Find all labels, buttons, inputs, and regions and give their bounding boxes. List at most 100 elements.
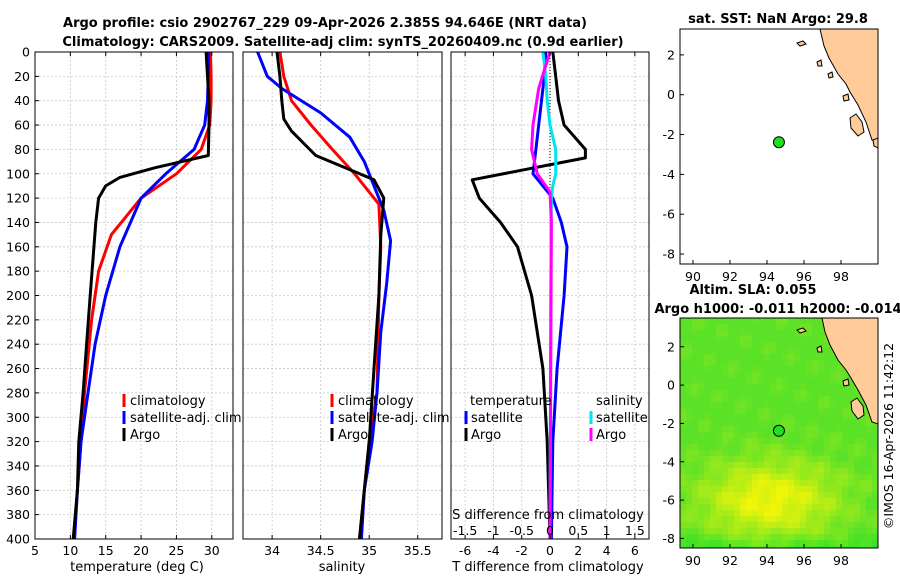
sla-cell	[794, 342, 800, 348]
sla-cell	[716, 324, 722, 330]
sla-cell	[686, 318, 692, 324]
sla-cell	[824, 456, 830, 462]
sla-cell	[764, 534, 770, 540]
sla-cell	[794, 498, 800, 504]
sla-cell	[698, 336, 704, 342]
sla-cell	[800, 324, 806, 330]
sla-cell	[848, 492, 854, 498]
sla-cell	[824, 534, 830, 540]
sla-cell	[680, 378, 686, 384]
sla-cell	[710, 336, 716, 342]
sla-cell	[752, 534, 758, 540]
sla-cell	[698, 432, 704, 438]
sla-cell	[692, 396, 698, 402]
sla-cell	[782, 480, 788, 486]
sla-cell	[680, 366, 686, 372]
sla-cell	[746, 426, 752, 432]
sla-cell	[740, 486, 746, 492]
sla-cell	[746, 420, 752, 426]
sla-cell	[728, 324, 734, 330]
y-tick-label: 380	[6, 507, 30, 522]
sla-cell	[746, 492, 752, 498]
sla-cell	[866, 486, 872, 492]
y-tick-label: 340	[6, 458, 30, 473]
sla-cell	[692, 390, 698, 396]
sla-cell	[788, 522, 794, 528]
sla-cell	[740, 366, 746, 372]
x-tick-label: 4	[603, 543, 611, 558]
sla-cell	[818, 354, 824, 360]
sla-cell	[854, 528, 860, 534]
difference-xlabel: T difference from climatology	[451, 560, 644, 575]
map-y-tick-label: -2	[663, 416, 675, 431]
sla-cell	[806, 480, 812, 486]
sla-cell	[728, 438, 734, 444]
sla-cell	[722, 510, 728, 516]
sst-island	[816, 59, 823, 67]
sla-cell	[842, 372, 848, 378]
sla-cell	[722, 324, 728, 330]
sla-cell	[734, 510, 740, 516]
sla-cell	[752, 516, 758, 522]
sla-cell	[776, 396, 782, 402]
salinity-frame	[242, 51, 443, 540]
sla-cell	[860, 504, 866, 510]
sla-cell	[788, 408, 794, 414]
sla-cell	[710, 390, 716, 396]
sla-cell	[824, 384, 830, 390]
sla-cell	[830, 420, 836, 426]
sla-cell	[758, 438, 764, 444]
sla-cell	[800, 522, 806, 528]
series-line-climatology	[72, 52, 213, 539]
sla-cell	[866, 504, 872, 510]
sla-cell	[692, 372, 698, 378]
sla-cell	[776, 492, 782, 498]
sla-cell	[854, 522, 860, 528]
sst-island	[796, 40, 807, 47]
sla-cell	[794, 438, 800, 444]
sla-cell	[818, 546, 824, 548]
sla-cell	[752, 336, 758, 342]
sla-cell	[830, 414, 836, 420]
sla-cell	[758, 330, 764, 336]
map-y-tick-label: -6	[663, 207, 676, 222]
sla-cell	[800, 498, 806, 504]
sla-cell	[860, 528, 866, 534]
sla-cell	[692, 414, 698, 420]
sla-cell	[788, 516, 794, 522]
sla-cell	[746, 528, 752, 534]
y-tick-label: 200	[6, 288, 30, 303]
sla-cell	[692, 444, 698, 450]
sla-cell	[818, 342, 824, 348]
sla-cell	[872, 438, 878, 444]
sla-cell	[800, 378, 806, 384]
sla-cell	[836, 534, 842, 540]
sla-cell	[818, 432, 824, 438]
sla-cell	[734, 342, 740, 348]
sla-cell	[854, 492, 860, 498]
sla-cell	[680, 372, 686, 378]
sla-cell	[734, 354, 740, 360]
sla-cell	[854, 426, 860, 432]
sla-cell	[698, 372, 704, 378]
sla-cell	[854, 534, 860, 540]
sla-cell	[794, 510, 800, 516]
sla-cell	[794, 456, 800, 462]
sla-cell	[758, 432, 764, 438]
sla-cell	[800, 402, 806, 408]
sla-cell	[770, 546, 776, 548]
sla-cell	[728, 444, 734, 450]
sla-cell	[854, 444, 860, 450]
sla-cell	[704, 546, 710, 548]
sla-cell	[722, 468, 728, 474]
sla-cell	[704, 330, 710, 336]
sla-cell	[788, 438, 794, 444]
sla-cell	[776, 456, 782, 462]
legend-temperature-header: temperature	[470, 394, 552, 409]
sla-cell	[776, 510, 782, 516]
sla-cell	[722, 408, 728, 414]
sla-cell	[770, 348, 776, 354]
sla-cell	[776, 498, 782, 504]
temperature-series	[71, 52, 213, 539]
sla-cell	[698, 528, 704, 534]
